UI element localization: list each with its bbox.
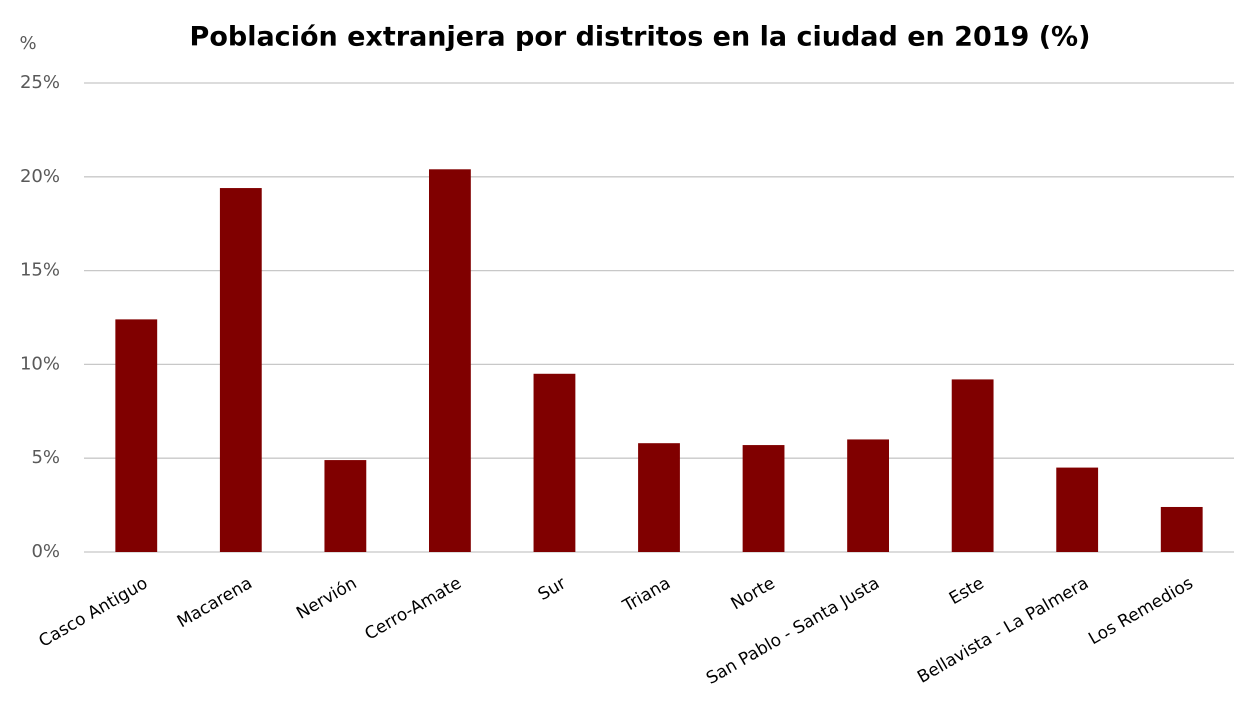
y-tick-label: 5% (31, 447, 60, 468)
bar (742, 445, 785, 552)
bar (638, 443, 680, 552)
bar (1160, 506, 1203, 552)
bar (1056, 467, 1099, 552)
bar (951, 379, 994, 552)
x-tick-label: Este (946, 573, 988, 609)
y-axis-label: % (19, 33, 36, 54)
bar (429, 169, 471, 552)
x-tick-label: Los Remedios (1085, 573, 1197, 649)
bar (533, 373, 576, 552)
x-tick-label: Sur (535, 573, 570, 605)
y-tick-label: 20% (20, 166, 60, 187)
bar (219, 188, 262, 552)
chart-title: Población extranjera por distritos en la… (190, 22, 1091, 53)
y-tick-label: 25% (20, 72, 60, 93)
x-tick-label: Macarena (174, 573, 256, 632)
x-tick-label: Norte (728, 573, 779, 614)
bar (115, 319, 158, 552)
x-tick-label: Casco Antiguo (36, 573, 152, 651)
bar (324, 460, 367, 552)
x-tick-label: San Pablo - Santa Justa (703, 573, 883, 689)
x-tick-label: Bellavista - La Palmera (914, 573, 1092, 687)
x-tick-label: Nervión (293, 573, 360, 623)
y-tick-label: 15% (20, 260, 60, 281)
bar (847, 439, 889, 552)
y-tick-label: 0% (31, 541, 60, 562)
x-tick-label: Triana (619, 573, 674, 616)
y-tick-label: 10% (20, 353, 60, 374)
x-tick-label: Cerro-Amate (362, 573, 465, 644)
